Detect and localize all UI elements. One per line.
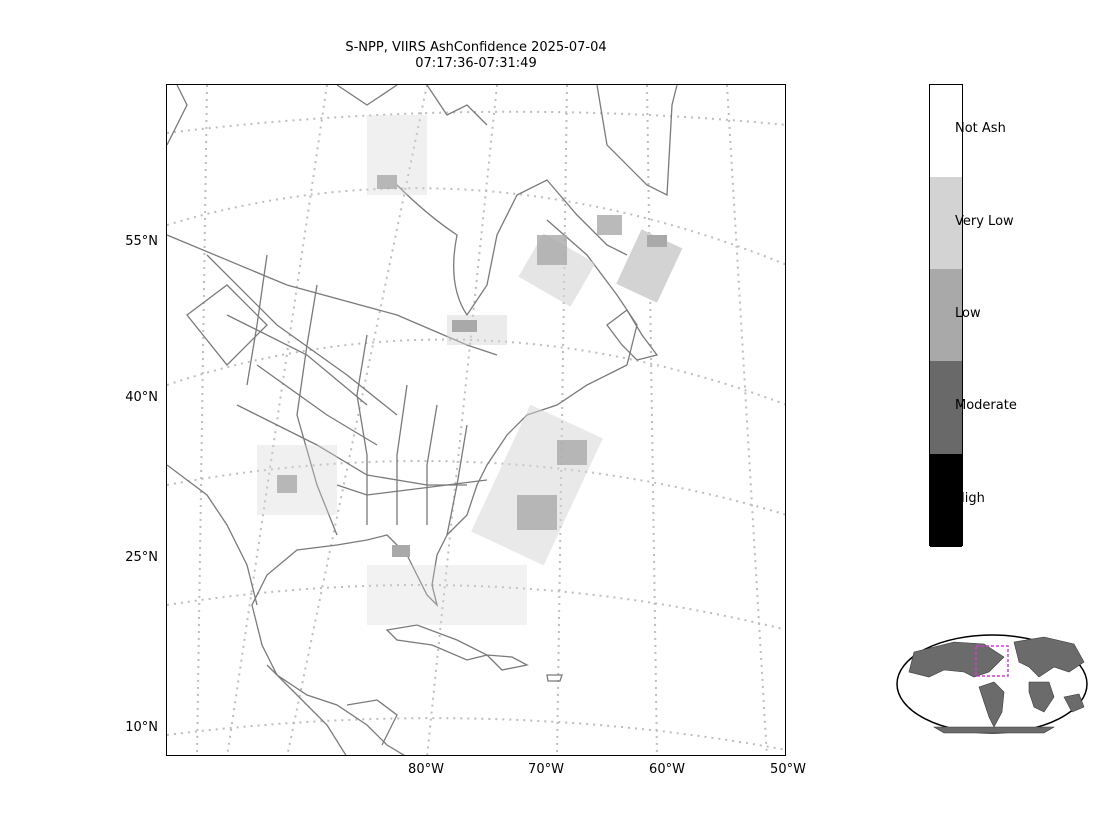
lon-label-60w: 60°W xyxy=(649,762,685,777)
colorbar-segment-low xyxy=(930,269,962,361)
lat-label-25: 25°N xyxy=(125,550,158,565)
map-canvas xyxy=(167,85,785,755)
legend-label-low: Low xyxy=(955,306,981,321)
legend-label-very-low: Very Low xyxy=(955,214,1014,229)
lon-label-80w: 80°W xyxy=(408,762,444,777)
lat-label-40: 40°N xyxy=(125,390,158,405)
lon-label-70w: 70°W xyxy=(528,762,564,777)
lat-label-10: 10°N xyxy=(125,720,158,735)
legend-colorbar xyxy=(929,84,963,547)
title-line-1: S-NPP, VIIRS AshConfidence 2025-07-04 xyxy=(345,40,607,55)
title-line-2: 07:17:36-07:31:49 xyxy=(415,56,537,71)
coastlines xyxy=(167,85,678,755)
graticule xyxy=(167,85,785,755)
colorbar-segment-high xyxy=(930,454,962,547)
map-title: S-NPP, VIIRS AshConfidence 2025-07-04 07… xyxy=(166,40,786,72)
world-locator-inset xyxy=(894,632,1090,736)
lat-label-55: 55°N xyxy=(125,234,158,249)
inset-region-highlight xyxy=(975,645,1009,677)
inset-landmasses xyxy=(908,636,1085,734)
legend-label-not-ash: Not Ash xyxy=(955,121,1006,136)
legend-label-moderate: Moderate xyxy=(955,398,1017,413)
lon-label-50w: 50°W xyxy=(770,762,806,777)
colorbar-segment-very-low xyxy=(930,177,962,269)
map-panel[interactable] xyxy=(166,84,786,756)
colorbar-segment-not-ash xyxy=(930,85,962,177)
colorbar-segment-moderate xyxy=(930,361,962,454)
legend-label-high: High xyxy=(955,491,985,506)
ash-swath xyxy=(257,115,683,625)
inset-globe xyxy=(896,634,1088,734)
